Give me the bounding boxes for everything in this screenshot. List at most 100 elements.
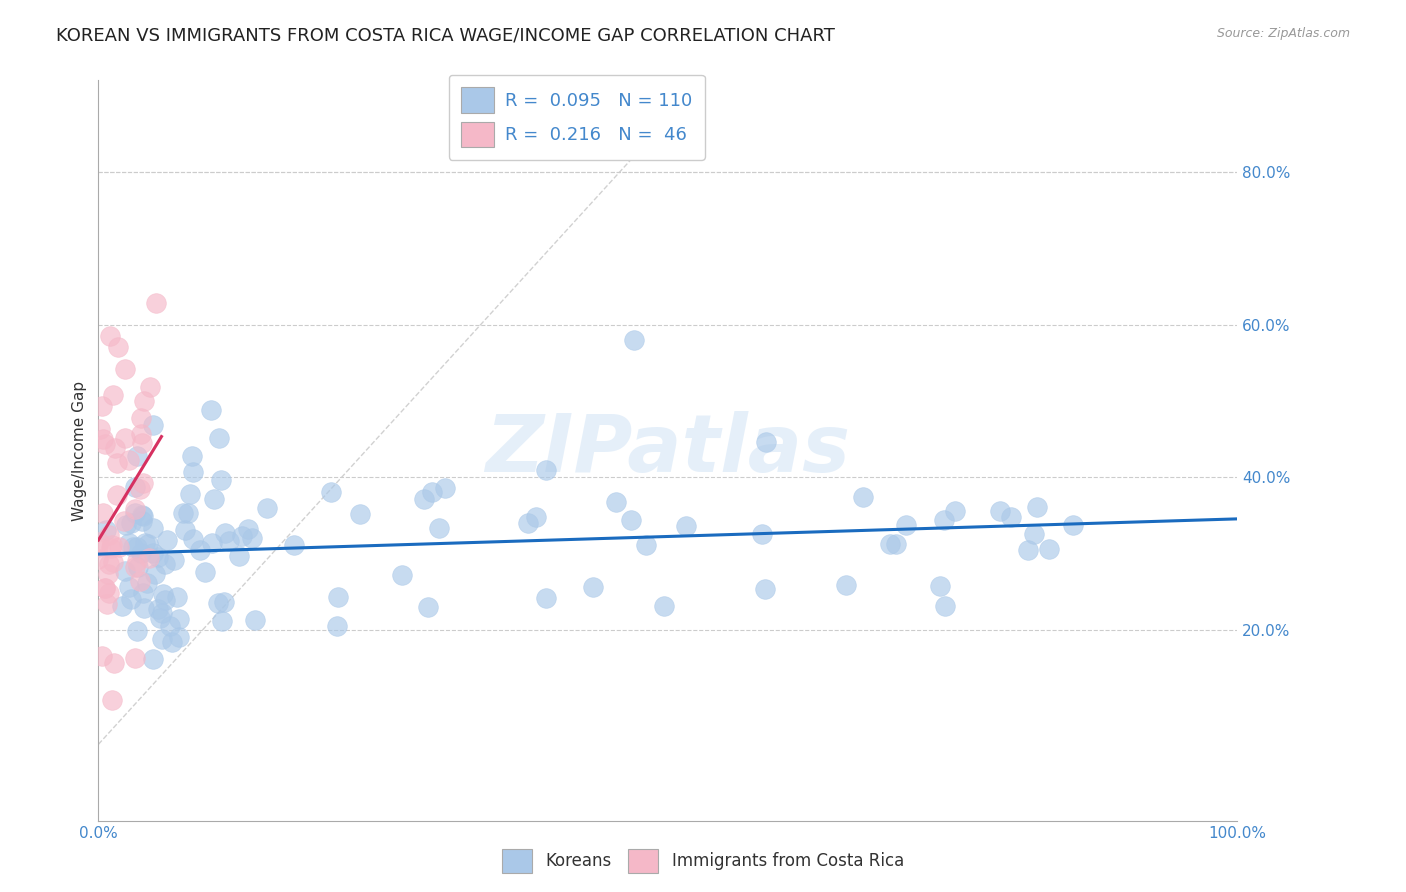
Text: ZIPatlas: ZIPatlas bbox=[485, 411, 851, 490]
Point bbox=[142, 521, 165, 535]
Point bbox=[620, 513, 643, 527]
Point bbox=[1026, 500, 1049, 515]
Point bbox=[605, 495, 627, 509]
Point bbox=[124, 560, 146, 574]
Point bbox=[150, 606, 173, 620]
Point bbox=[105, 456, 128, 470]
Point bbox=[87, 540, 110, 554]
Point bbox=[321, 484, 343, 499]
Point bbox=[118, 580, 141, 594]
Point bbox=[142, 417, 165, 432]
Point bbox=[179, 487, 201, 501]
Point bbox=[87, 552, 110, 566]
Point bbox=[623, 333, 645, 347]
Point bbox=[124, 651, 146, 665]
Point bbox=[90, 399, 112, 413]
Point bbox=[114, 518, 136, 533]
Point bbox=[122, 540, 145, 554]
Point bbox=[391, 567, 413, 582]
Point bbox=[155, 558, 177, 572]
Point bbox=[136, 537, 159, 551]
Legend: Koreans, Immigrants from Costa Rica: Koreans, Immigrants from Costa Rica bbox=[495, 842, 911, 880]
Point bbox=[89, 535, 111, 549]
Point bbox=[243, 613, 266, 627]
Point bbox=[94, 581, 117, 595]
Point bbox=[896, 518, 918, 533]
Point bbox=[652, 599, 675, 614]
Point bbox=[120, 592, 142, 607]
Point bbox=[125, 624, 148, 639]
Point bbox=[152, 587, 174, 601]
Point bbox=[132, 393, 155, 408]
Point bbox=[125, 553, 148, 567]
Point bbox=[236, 522, 259, 536]
Point bbox=[134, 536, 156, 550]
Point bbox=[135, 576, 157, 591]
Point bbox=[131, 514, 153, 528]
Point bbox=[536, 463, 558, 477]
Point bbox=[202, 491, 225, 506]
Point bbox=[128, 483, 150, 497]
Point bbox=[128, 574, 150, 588]
Point bbox=[211, 614, 233, 628]
Point bbox=[934, 599, 956, 613]
Point bbox=[91, 648, 114, 663]
Point bbox=[413, 491, 436, 506]
Point bbox=[150, 632, 173, 646]
Point bbox=[326, 619, 349, 633]
Point bbox=[212, 595, 235, 609]
Point bbox=[183, 466, 205, 480]
Point bbox=[124, 502, 146, 516]
Point bbox=[675, 519, 697, 533]
Point bbox=[201, 535, 224, 549]
Point bbox=[751, 526, 773, 541]
Point bbox=[114, 564, 136, 578]
Point bbox=[107, 340, 129, 354]
Point bbox=[127, 449, 149, 463]
Point bbox=[112, 514, 135, 528]
Point bbox=[108, 540, 131, 554]
Point bbox=[111, 599, 134, 613]
Point bbox=[124, 480, 146, 494]
Point bbox=[160, 634, 183, 648]
Point bbox=[934, 513, 956, 527]
Point bbox=[101, 388, 124, 402]
Point bbox=[97, 566, 120, 581]
Point bbox=[98, 328, 121, 343]
Point bbox=[194, 566, 217, 580]
Point bbox=[103, 555, 125, 569]
Point bbox=[1038, 541, 1060, 556]
Text: KOREAN VS IMMIGRANTS FROM COSTA RICA WAGE/INCOME GAP CORRELATION CHART: KOREAN VS IMMIGRANTS FROM COSTA RICA WAG… bbox=[56, 27, 835, 45]
Point bbox=[200, 402, 222, 417]
Point bbox=[117, 453, 139, 467]
Point bbox=[636, 538, 658, 552]
Point bbox=[755, 434, 778, 449]
Point bbox=[207, 596, 229, 610]
Point bbox=[180, 449, 202, 463]
Point bbox=[132, 585, 155, 599]
Point bbox=[114, 362, 136, 376]
Point bbox=[420, 485, 443, 500]
Point bbox=[145, 295, 167, 310]
Point bbox=[231, 529, 253, 543]
Point bbox=[835, 578, 858, 592]
Point bbox=[89, 422, 111, 436]
Point bbox=[177, 506, 200, 520]
Point bbox=[328, 591, 350, 605]
Point bbox=[218, 533, 240, 548]
Point bbox=[283, 538, 305, 552]
Point bbox=[524, 510, 547, 524]
Point bbox=[149, 611, 172, 625]
Point bbox=[131, 508, 153, 522]
Point bbox=[153, 592, 176, 607]
Point bbox=[884, 537, 907, 551]
Y-axis label: Wage/Income Gap: Wage/Income Gap bbox=[72, 380, 87, 521]
Point bbox=[124, 506, 146, 520]
Point bbox=[105, 488, 128, 502]
Point bbox=[156, 533, 179, 548]
Point bbox=[101, 693, 124, 707]
Point bbox=[142, 546, 165, 560]
Point bbox=[256, 500, 278, 515]
Point bbox=[97, 586, 120, 600]
Point bbox=[167, 612, 190, 626]
